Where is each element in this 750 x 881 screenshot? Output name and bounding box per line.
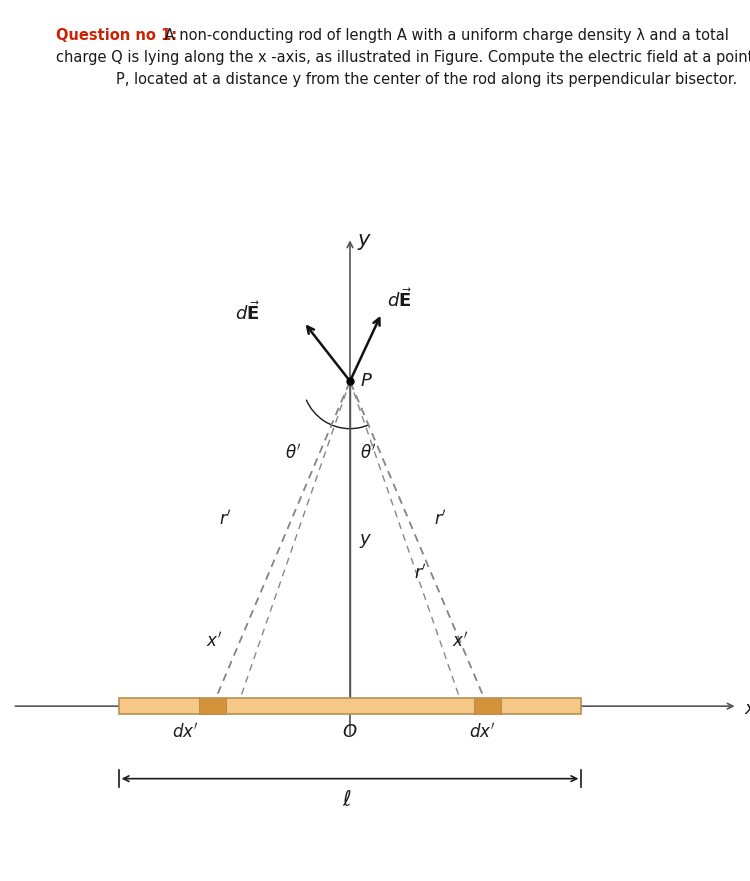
Text: A non-conducting rod of length A with a uniform charge density λ and a total: A non-conducting rod of length A with a … — [160, 27, 728, 42]
Text: $O$: $O$ — [343, 723, 358, 742]
Text: $y$: $y$ — [358, 531, 372, 550]
Text: $\theta'$: $\theta'$ — [285, 444, 302, 463]
Text: $r'$: $r'$ — [414, 564, 427, 582]
Text: charge Q is lying along the x -axis, as illustrated in Figure. Compute the elect: charge Q is lying along the x -axis, as … — [56, 49, 750, 64]
Text: $dx'$: $dx'$ — [469, 722, 495, 742]
Text: P, located at a distance y from the center of the rod along its perpendicular bi: P, located at a distance y from the cent… — [116, 71, 737, 86]
Text: $\ell$: $\ell$ — [343, 790, 352, 811]
Text: $x$: $x$ — [744, 700, 750, 718]
Text: $d\vec{\mathbf{E}}$: $d\vec{\mathbf{E}}$ — [387, 288, 412, 311]
Text: $x'$: $x'$ — [452, 631, 469, 650]
Text: $d\vec{\mathbf{E}}$: $d\vec{\mathbf{E}}$ — [235, 300, 260, 323]
Text: $dx'$: $dx'$ — [172, 722, 199, 742]
Text: $P$: $P$ — [360, 372, 373, 390]
Bar — [474, 698, 501, 714]
Bar — [118, 698, 581, 714]
Text: $r'$: $r'$ — [219, 510, 232, 529]
Text: $r'$: $r'$ — [433, 510, 446, 529]
Text: $x'$: $x'$ — [206, 631, 223, 650]
Bar — [199, 698, 226, 714]
Text: $\theta'$: $\theta'$ — [360, 444, 376, 463]
Text: $y$: $y$ — [358, 233, 373, 252]
Text: Question no 1:: Question no 1: — [56, 27, 177, 42]
